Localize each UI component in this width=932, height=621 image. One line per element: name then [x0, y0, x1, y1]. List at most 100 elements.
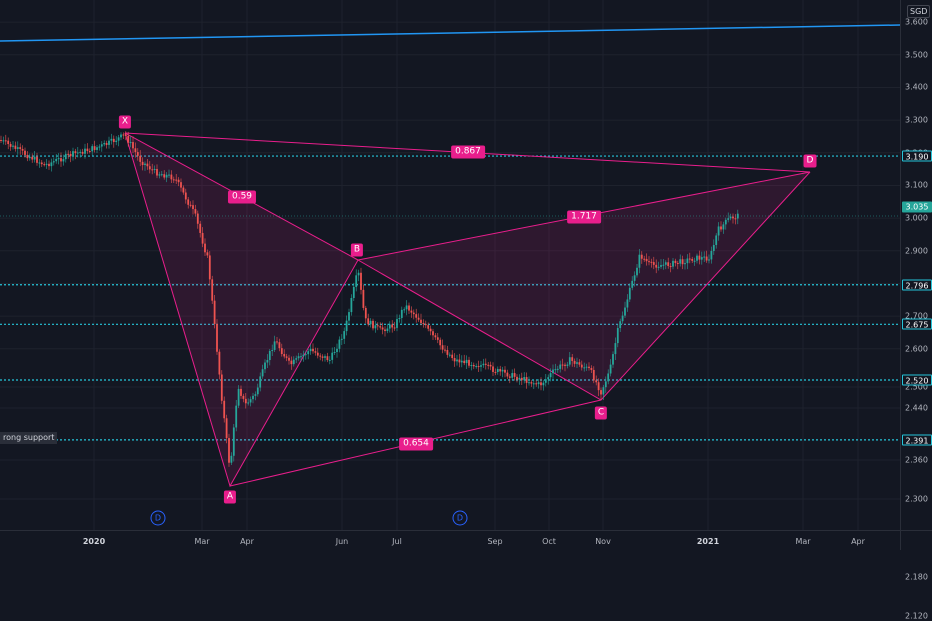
dividend-marker[interactable]: D: [452, 510, 468, 526]
candle-body: [710, 250, 713, 260]
harmonic-xab-fill: [125, 133, 358, 486]
candle-body: [26, 154, 29, 159]
pattern-point-d[interactable]: D: [803, 154, 817, 168]
candle-body: [110, 138, 113, 141]
price-tick: 2.180: [905, 572, 928, 582]
candle-body: [638, 254, 641, 268]
candle-body: [607, 373, 610, 382]
candle-body: [434, 335, 437, 338]
time-tick: 2021: [696, 537, 720, 546]
candle-body: [446, 350, 449, 355]
candle-body: [386, 328, 389, 332]
time-tick: Apr: [851, 537, 865, 546]
candle-body: [439, 339, 442, 346]
pattern-point-a[interactable]: A: [223, 490, 237, 504]
candle-body: [732, 216, 734, 219]
candle-body: [420, 319, 422, 323]
candle-body: [470, 364, 473, 366]
candle-body: [583, 367, 586, 369]
candle-body: [141, 161, 144, 166]
candle-body: [427, 325, 430, 329]
candle-body: [292, 359, 295, 365]
candle-body: [424, 324, 427, 326]
candle-body: [619, 321, 622, 329]
candle-body: [259, 376, 262, 388]
ratio-ac[interactable]: 0.654: [399, 437, 433, 451]
currency-label[interactable]: SGD: [907, 5, 931, 18]
long-trend-line[interactable]: [0, 24, 901, 42]
candle-body: [199, 223, 202, 233]
candle-body: [734, 218, 737, 220]
price-tick: 2.120: [905, 611, 928, 621]
pattern-point-b[interactable]: B: [350, 243, 364, 257]
candle-body: [540, 382, 542, 386]
candle-body: [492, 366, 494, 372]
candle-body: [312, 348, 314, 352]
candle-body: [14, 145, 17, 149]
candle-body: [4, 140, 7, 142]
dividend-marker[interactable]: D: [150, 510, 166, 526]
candle-body: [384, 329, 386, 332]
price-tick: 3.100: [905, 180, 928, 190]
price-tick: 2.360: [905, 455, 928, 465]
candle-body: [96, 147, 98, 150]
candle-body: [691, 258, 694, 261]
candle-body: [592, 369, 595, 381]
candle-body: [48, 163, 50, 167]
candle-body: [484, 363, 487, 365]
candle-body: [681, 259, 684, 265]
candle-body: [636, 267, 638, 276]
candle-body: [590, 368, 593, 370]
candle-body: [336, 348, 338, 353]
candle-body: [247, 402, 250, 404]
time-tick: Oct: [542, 537, 556, 546]
candle-body: [225, 418, 228, 438]
pattern-point-c[interactable]: C: [594, 406, 608, 420]
time-tick: Mar: [795, 537, 811, 546]
chart-canvas[interactable]: [0, 0, 901, 617]
candle-body: [43, 164, 46, 166]
candle-body: [537, 382, 540, 385]
candle-body: [319, 355, 322, 357]
candle-body: [69, 154, 72, 157]
time-tick: 2020: [82, 537, 106, 546]
candle-body: [355, 275, 358, 287]
candle-body: [180, 182, 182, 188]
candle-body: [436, 337, 439, 340]
ratio-bcd[interactable]: 1.717: [567, 210, 601, 224]
candle-body: [290, 360, 293, 365]
candle-body: [715, 235, 718, 245]
candle-body: [556, 368, 559, 370]
candle-body: [271, 349, 274, 352]
candle-body: [278, 342, 281, 349]
candle-body: [156, 168, 158, 176]
price-tick: 2.900: [905, 246, 928, 256]
candle-body: [516, 376, 518, 380]
candle-body: [664, 262, 667, 265]
candle-body: [40, 162, 43, 165]
candle-body: [280, 348, 283, 355]
candle-body: [81, 151, 84, 154]
candle-body: [31, 156, 34, 160]
candle-body: [612, 354, 614, 365]
candle-body: [108, 140, 110, 145]
candle-body: [480, 365, 482, 367]
time-axis[interactable]: 2020 Mar Apr Jun Jul Sep Oct Nov 2021 Mar Apr: [0, 530, 900, 550]
price-tick: 3.500: [905, 50, 928, 60]
pattern-point-x[interactable]: X: [118, 115, 132, 129]
candle-body: [7, 140, 10, 145]
ratio-xd[interactable]: 0.867: [451, 145, 485, 159]
candle-body: [564, 364, 566, 366]
price-axis[interactable]: SGD 3.8003.7003.6003.5003.4003.3003.2003…: [900, 0, 932, 621]
candle-body: [544, 379, 547, 383]
candle-body: [62, 159, 65, 162]
price-tick: 2.600: [905, 344, 928, 354]
candle-body: [86, 148, 89, 151]
ratio-xab[interactable]: 0.59: [227, 190, 257, 204]
candle-body: [100, 144, 103, 147]
candle-body: [309, 348, 312, 352]
support-note[interactable]: rong support: [0, 432, 58, 444]
chart-pane[interactable]: X A B C D 0.867 0.59 1.717 0.654 rong su…: [0, 0, 901, 617]
candle-body: [705, 256, 708, 261]
candle-body: [163, 174, 166, 178]
